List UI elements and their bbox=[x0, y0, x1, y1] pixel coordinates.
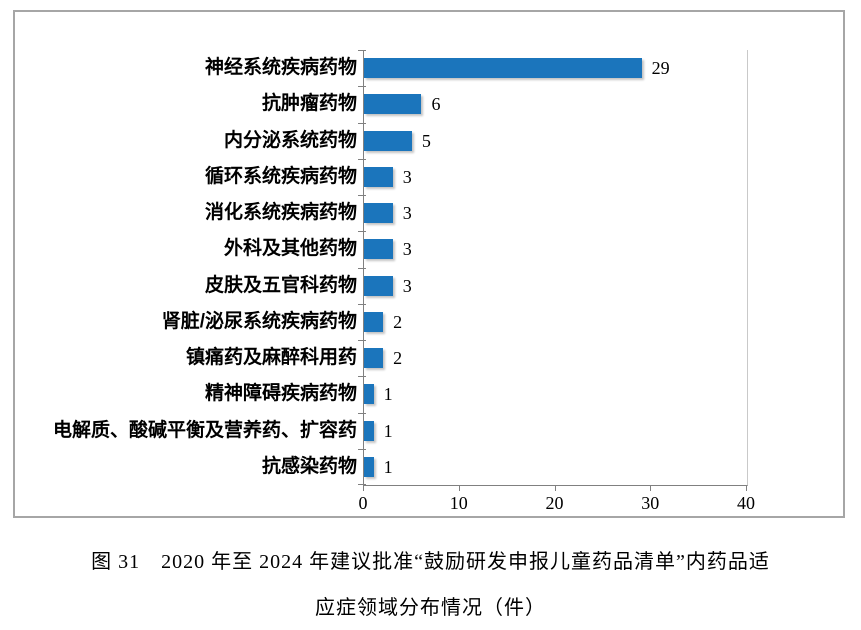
bar bbox=[364, 203, 393, 224]
category-label: 电解质、酸碱平衡及营养药、扩容药 bbox=[52, 419, 357, 441]
category-label: 循环系统疾病药物 bbox=[204, 165, 357, 187]
category-label: 外科及其他药物 bbox=[223, 238, 357, 260]
x-axis-tick bbox=[650, 486, 652, 491]
value-label: 3 bbox=[402, 166, 412, 187]
y-axis-tick bbox=[358, 195, 366, 196]
y-axis-tick bbox=[358, 376, 366, 377]
category-label: 抗肿瘤药物 bbox=[261, 93, 357, 115]
category-label: 内分泌系统药物 bbox=[223, 129, 357, 151]
bar bbox=[364, 58, 642, 79]
x-axis-tick bbox=[554, 486, 556, 491]
bar bbox=[364, 94, 422, 115]
bar bbox=[364, 420, 374, 441]
x-axis-tick bbox=[363, 486, 364, 491]
value-label: 2 bbox=[393, 311, 403, 332]
category-label: 神经系统疾病药物 bbox=[204, 57, 357, 78]
value-label: 3 bbox=[402, 239, 412, 260]
bar-chart: 神经系统疾病药物抗肿瘤药物内分泌系统药物循环系统疾病药物 消化系统疾病药物外科及其… bbox=[13, 10, 845, 518]
bar bbox=[364, 348, 384, 369]
x-axis-tick bbox=[458, 486, 460, 491]
value-label: 29 bbox=[651, 58, 670, 78]
value-label: 1 bbox=[383, 384, 393, 405]
y-axis-tick bbox=[358, 231, 366, 232]
x-axis-tick-label: 0 bbox=[358, 493, 368, 513]
caption-line-1: 图 31 2020 年至 2024 年建议批准“鼓励研发申报儿童药品清单”内药品… bbox=[91, 551, 770, 573]
value-label: 3 bbox=[402, 203, 412, 223]
y-axis-tick bbox=[358, 413, 366, 414]
bar bbox=[364, 239, 393, 260]
bar bbox=[364, 130, 412, 151]
bar bbox=[364, 275, 393, 296]
x-axis-tick bbox=[746, 486, 747, 491]
y-axis-tick bbox=[358, 304, 366, 305]
value-label: 1 bbox=[383, 420, 393, 441]
y-axis-tick bbox=[358, 340, 366, 341]
category-axis-labels: 神经系统疾病药物抗肿瘤药物内分泌系统药物循环系统疾病药物 消化系统疾病药物外科及其… bbox=[15, 50, 357, 485]
x-axis-tick-label: 20 bbox=[545, 493, 564, 513]
bar bbox=[364, 166, 393, 187]
bar bbox=[364, 456, 374, 477]
value-label: 6 bbox=[431, 94, 441, 115]
value-label: 3 bbox=[402, 275, 412, 296]
category-label: 精神障碍疾病药物 bbox=[204, 383, 357, 405]
category-label: 镇痛药及麻醉科用药 bbox=[185, 347, 357, 368]
caption-line-2: 应症领域分布情况（件） bbox=[315, 597, 546, 619]
category-label: 抗感染药物 bbox=[261, 455, 357, 477]
y-axis-tick bbox=[358, 123, 366, 124]
value-label: 2 bbox=[393, 348, 403, 368]
y-axis-tick bbox=[358, 268, 366, 269]
x-axis-tick-label: 40 bbox=[737, 493, 755, 513]
x-axis-tick-label: 10 bbox=[449, 493, 468, 513]
y-axis-tick bbox=[358, 159, 366, 160]
value-label: 1 bbox=[383, 456, 393, 477]
y-axis-tick bbox=[358, 484, 366, 485]
category-label: 皮肤及五官科药物 bbox=[204, 274, 357, 296]
category-label: 消化系统疾病药物 bbox=[204, 202, 357, 223]
plot-area: 29 6 5 3 3 3 3 2 2 1 1 1 bbox=[363, 50, 748, 486]
bar bbox=[364, 311, 384, 332]
x-axis-tick-label: 30 bbox=[641, 493, 660, 513]
y-axis-tick bbox=[358, 449, 366, 450]
category-label: 肾脏/泌尿系统疾病药物 bbox=[161, 310, 357, 332]
figure-caption: 图 31 2020 年至 2024 年建议批准“鼓励研发申报儿童药品清单”内药品… bbox=[0, 539, 861, 630]
value-label: 5 bbox=[421, 130, 431, 151]
y-axis-tick bbox=[358, 86, 366, 87]
y-axis-tick bbox=[358, 50, 366, 51]
bar bbox=[364, 384, 374, 405]
